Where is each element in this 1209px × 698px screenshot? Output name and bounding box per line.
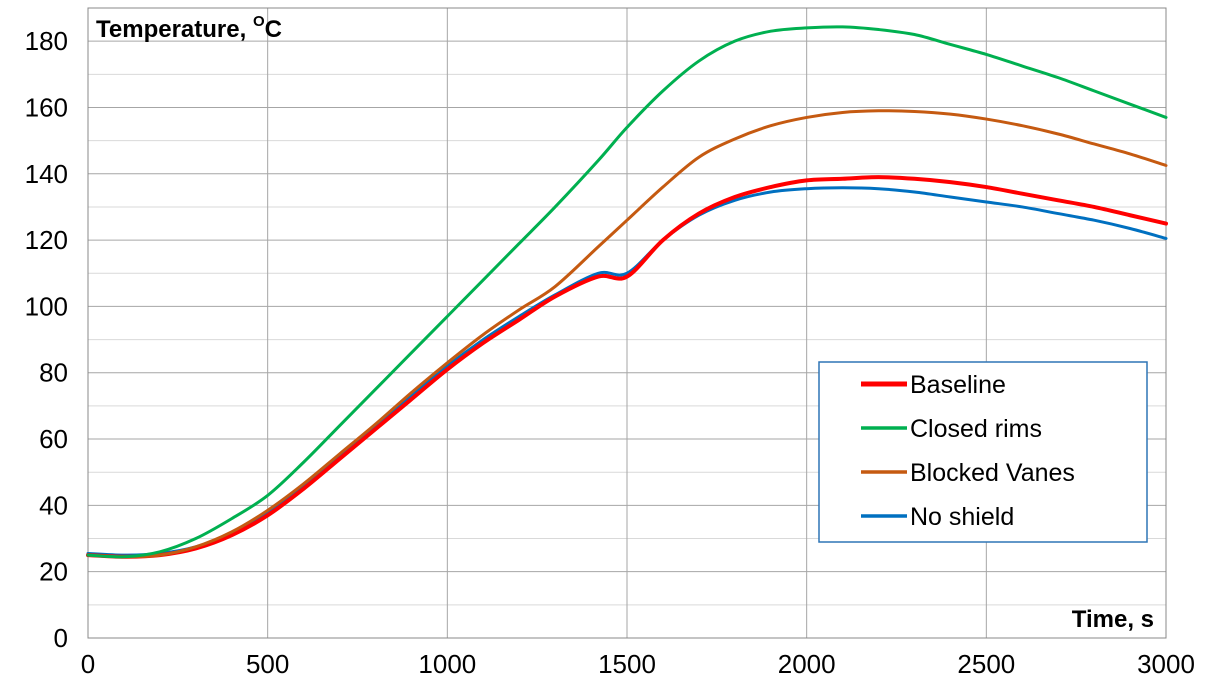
y-tick-label: 120 (25, 225, 68, 255)
x-tick-label: 2000 (778, 649, 836, 679)
y-tick-label: 40 (39, 490, 68, 520)
legend-items: Baseline Closed rims Blocked Vanes No shiel… (861, 371, 1075, 531)
x-tick-label: 3000 (1137, 649, 1195, 679)
legend-box (818, 361, 1148, 543)
y-axis-title-prefix: Temperature, (96, 16, 253, 43)
legend-label: Baseline (910, 371, 1006, 399)
y-axis-title: Temperature, OC (96, 13, 282, 43)
y-tick-label: 80 (39, 358, 68, 388)
y-axis-tick-labels: 0 20 40 60 80 100 120 140 160 180 (25, 26, 68, 653)
series-line-closed-rims (86, 25, 1168, 559)
legend: Baseline Closed rims Blocked Vanes No shiel… (818, 361, 1148, 543)
y-axis-title-suffix: C (265, 16, 282, 43)
x-tick-label: 2500 (957, 649, 1015, 679)
y-tick-label: 20 (39, 557, 68, 587)
y-tick-label: 100 (25, 291, 68, 321)
legend-label: Blocked Vanes (910, 459, 1075, 487)
series-line-baseline (86, 175, 1168, 559)
y-tick-label: 140 (25, 159, 68, 189)
y-tick-label: 160 (25, 92, 68, 122)
x-axis-tick-labels: 0 500 1000 1500 2000 2500 3000 (81, 649, 1195, 679)
x-tick-label: 1500 (598, 649, 656, 679)
legend-label: No shield (910, 503, 1014, 531)
plot-border (87, 7, 1167, 639)
y-axis-title-sup: O (253, 13, 265, 30)
y-tick-label: 180 (25, 26, 68, 56)
x-tick-label: 1000 (418, 649, 476, 679)
x-tick-label: 500 (246, 649, 289, 679)
y-tick-label: 60 (39, 424, 68, 454)
y-tick-label: 0 (54, 623, 68, 653)
x-tick-label: 0 (81, 649, 95, 679)
legend-label: Closed rims (910, 415, 1042, 443)
series-layer (86, 25, 1168, 559)
series-line-blocked-vanes (86, 109, 1168, 559)
x-axis-title: Time, s (1072, 606, 1154, 633)
